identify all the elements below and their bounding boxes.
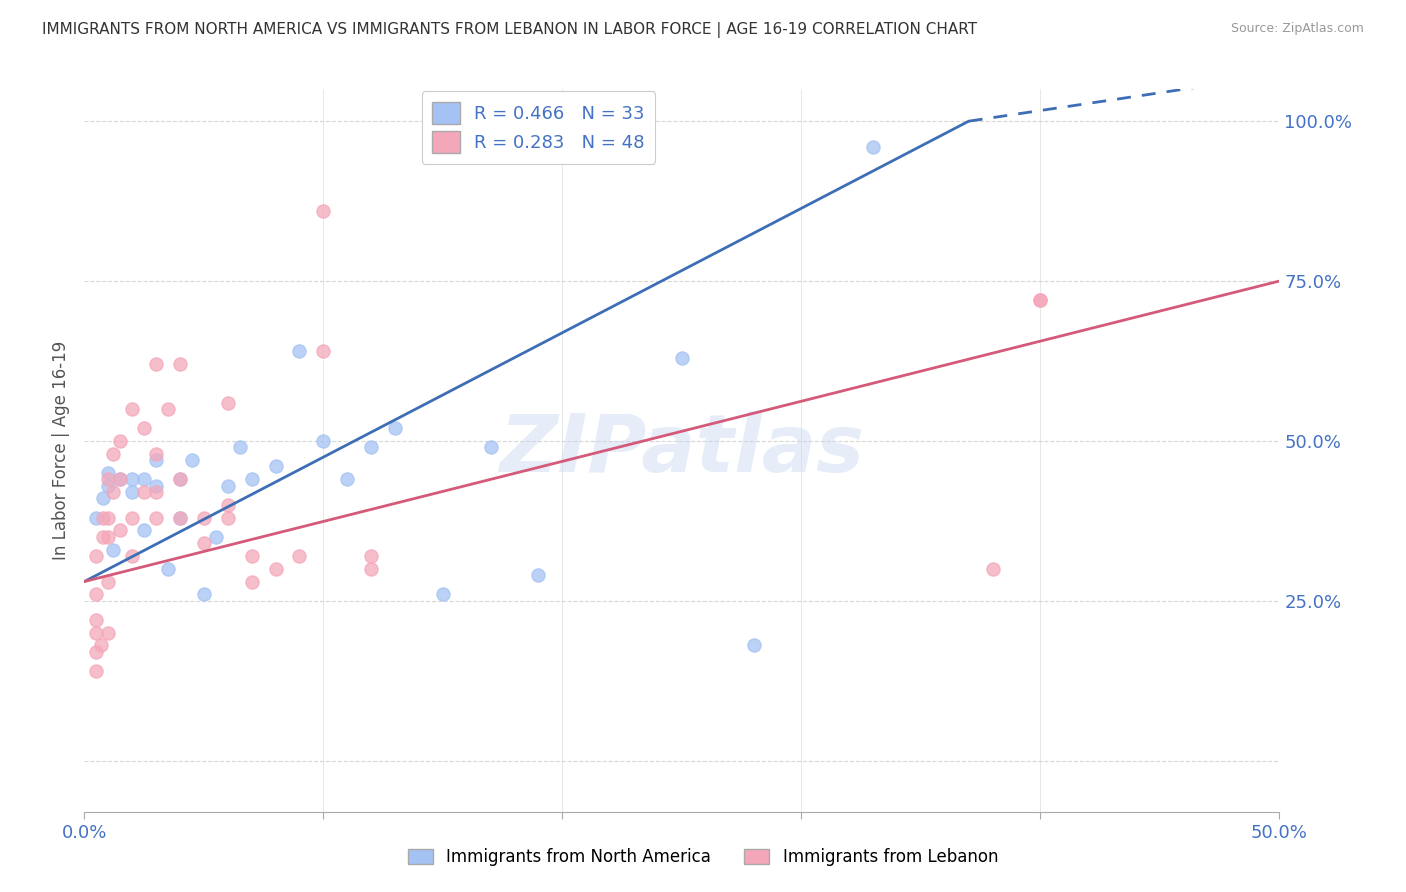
Point bbox=[132, 472, 156, 486]
Point bbox=[145, 453, 167, 467]
Point bbox=[229, 440, 252, 454]
Point bbox=[384, 421, 406, 435]
Point bbox=[97, 466, 120, 480]
Point bbox=[132, 421, 156, 435]
Point bbox=[86, 664, 108, 678]
Point bbox=[479, 440, 502, 454]
Point bbox=[217, 478, 239, 492]
Point bbox=[132, 485, 156, 500]
Point bbox=[97, 510, 120, 524]
Point bbox=[862, 140, 884, 154]
Point bbox=[217, 510, 239, 524]
Point bbox=[86, 645, 108, 659]
Point bbox=[93, 510, 115, 524]
Point bbox=[145, 357, 167, 371]
Point bbox=[217, 498, 239, 512]
Text: Source: ZipAtlas.com: Source: ZipAtlas.com bbox=[1230, 22, 1364, 36]
Point bbox=[312, 344, 335, 359]
Point bbox=[132, 524, 156, 538]
Point bbox=[93, 530, 115, 544]
Point bbox=[86, 549, 108, 563]
Point bbox=[110, 434, 132, 448]
Point bbox=[240, 472, 263, 486]
Point bbox=[169, 472, 191, 486]
Point bbox=[157, 562, 180, 576]
Point bbox=[981, 562, 1004, 576]
Point bbox=[145, 510, 167, 524]
Point bbox=[312, 434, 335, 448]
Point bbox=[264, 562, 287, 576]
Y-axis label: In Labor Force | Age 16-19: In Labor Force | Age 16-19 bbox=[52, 341, 70, 560]
Point bbox=[169, 510, 191, 524]
Point bbox=[169, 510, 191, 524]
Point bbox=[288, 549, 311, 563]
Point bbox=[193, 510, 215, 524]
Point bbox=[101, 447, 124, 461]
Point bbox=[97, 530, 120, 544]
Point bbox=[193, 587, 215, 601]
Point bbox=[121, 510, 143, 524]
Point bbox=[145, 447, 167, 461]
Point bbox=[264, 459, 287, 474]
Point bbox=[97, 472, 120, 486]
Point bbox=[240, 574, 263, 589]
Point bbox=[169, 357, 191, 371]
Point bbox=[86, 587, 108, 601]
Point bbox=[157, 401, 180, 416]
Point bbox=[312, 203, 335, 218]
Point bbox=[86, 613, 108, 627]
Point bbox=[288, 344, 311, 359]
Point bbox=[336, 472, 359, 486]
Point bbox=[671, 351, 693, 365]
Point bbox=[121, 401, 143, 416]
Point bbox=[110, 472, 132, 486]
Point bbox=[1029, 293, 1052, 308]
Point bbox=[121, 549, 143, 563]
Point bbox=[360, 549, 382, 563]
Point bbox=[145, 478, 167, 492]
Point bbox=[193, 536, 215, 550]
Point bbox=[97, 574, 120, 589]
Point bbox=[93, 491, 115, 506]
Point bbox=[90, 639, 112, 653]
Point bbox=[110, 472, 132, 486]
Point bbox=[360, 562, 382, 576]
Point bbox=[86, 625, 108, 640]
Point bbox=[742, 639, 765, 653]
Point bbox=[121, 485, 143, 500]
Legend: Immigrants from North America, Immigrants from Lebanon: Immigrants from North America, Immigrant… bbox=[399, 840, 1007, 875]
Point bbox=[240, 549, 263, 563]
Text: IMMIGRANTS FROM NORTH AMERICA VS IMMIGRANTS FROM LEBANON IN LABOR FORCE | AGE 16: IMMIGRANTS FROM NORTH AMERICA VS IMMIGRA… bbox=[42, 22, 977, 38]
Point bbox=[432, 587, 454, 601]
Point bbox=[97, 625, 120, 640]
Point bbox=[97, 478, 120, 492]
Point bbox=[217, 395, 239, 409]
Point bbox=[101, 485, 124, 500]
Point bbox=[205, 530, 228, 544]
Point bbox=[527, 568, 550, 582]
Point bbox=[169, 472, 191, 486]
Point bbox=[110, 524, 132, 538]
Point bbox=[101, 542, 124, 557]
Point bbox=[86, 510, 108, 524]
Point bbox=[181, 453, 204, 467]
Point bbox=[145, 485, 167, 500]
Point bbox=[1029, 293, 1052, 308]
Point bbox=[121, 472, 143, 486]
Text: ZIPatlas: ZIPatlas bbox=[499, 411, 865, 490]
Legend: R = 0.466   N = 33, R = 0.283   N = 48: R = 0.466 N = 33, R = 0.283 N = 48 bbox=[422, 91, 655, 164]
Point bbox=[360, 440, 382, 454]
